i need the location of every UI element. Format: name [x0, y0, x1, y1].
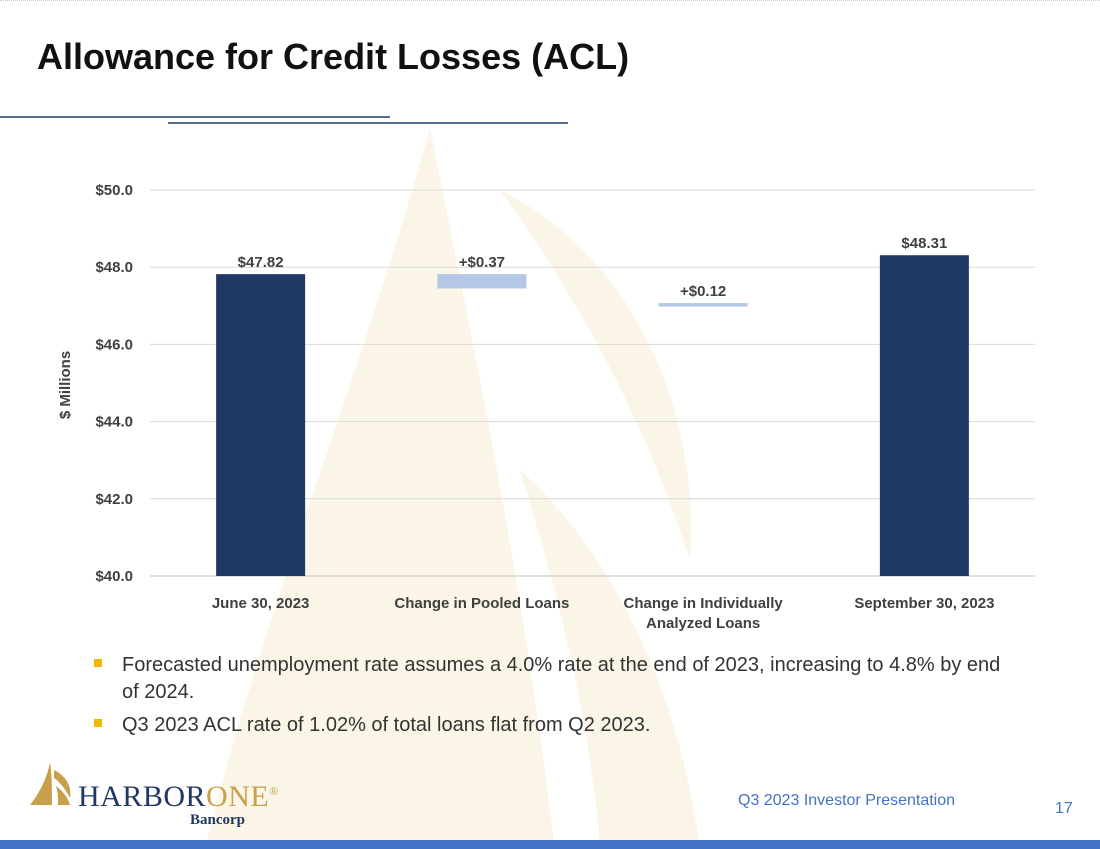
bar	[437, 274, 527, 289]
registered-mark: ®	[269, 784, 279, 798]
data-label: +$0.12	[680, 283, 726, 300]
bullet-square-icon	[94, 719, 102, 727]
y-tick-label: $42.0	[95, 491, 133, 508]
x-tick-label: September 30, 2023	[854, 595, 994, 612]
data-label: $47.82	[238, 254, 284, 271]
y-tick-label: $46.0	[95, 336, 133, 353]
y-tick-label: $48.0	[95, 259, 133, 276]
y-tick-label: $50.0	[95, 182, 133, 199]
brand-name-harbor: HARBOR	[78, 780, 207, 813]
bar	[216, 274, 306, 576]
y-tick-label: $44.0	[95, 414, 133, 431]
y-axis-label: $ Millions	[57, 351, 74, 419]
footer-presentation-name: Q3 2023 Investor Presentation	[738, 792, 956, 809]
company-logo: HARBORONE® Bancorp	[28, 760, 288, 830]
y-tick-label: $40.0	[95, 568, 133, 585]
footer-bar	[0, 840, 1100, 849]
x-tick-label: Change in Pooled Loans	[394, 595, 569, 612]
bullet-square-icon	[94, 659, 102, 667]
bullet-item: Q3 2023 ACL rate of 1.02% of total loans…	[92, 712, 1012, 739]
brand-subtitle: Bancorp	[190, 812, 246, 828]
top-dotted-border	[0, 0, 1100, 1]
bar	[658, 303, 748, 307]
title-underline-secondary	[168, 122, 568, 124]
title-underline	[0, 116, 390, 118]
brand-name: HARBORONE®	[78, 780, 279, 814]
page-number: 17	[1055, 800, 1073, 817]
bar	[879, 255, 969, 576]
bullet-text: Q3 2023 ACL rate of 1.02% of total loans…	[122, 714, 651, 736]
x-tick-label: Change in Individually	[624, 595, 784, 612]
bullet-text: Forecasted unemployment rate assumes a 4…	[122, 654, 1001, 703]
bullet-list: Forecasted unemployment rate assumes a 4…	[92, 652, 1012, 745]
bullet-item: Forecasted unemployment rate assumes a 4…	[92, 652, 1012, 706]
brand-name-one: ONE	[206, 780, 270, 813]
sail-logo-icon	[30, 762, 71, 805]
x-tick-label: Analyzed Loans	[646, 615, 760, 632]
x-tick-label: June 30, 2023	[212, 595, 310, 612]
data-label: +$0.37	[459, 254, 505, 271]
page-title: Allowance for Credit Losses (ACL)	[37, 36, 630, 77]
data-label: $48.31	[901, 235, 947, 252]
